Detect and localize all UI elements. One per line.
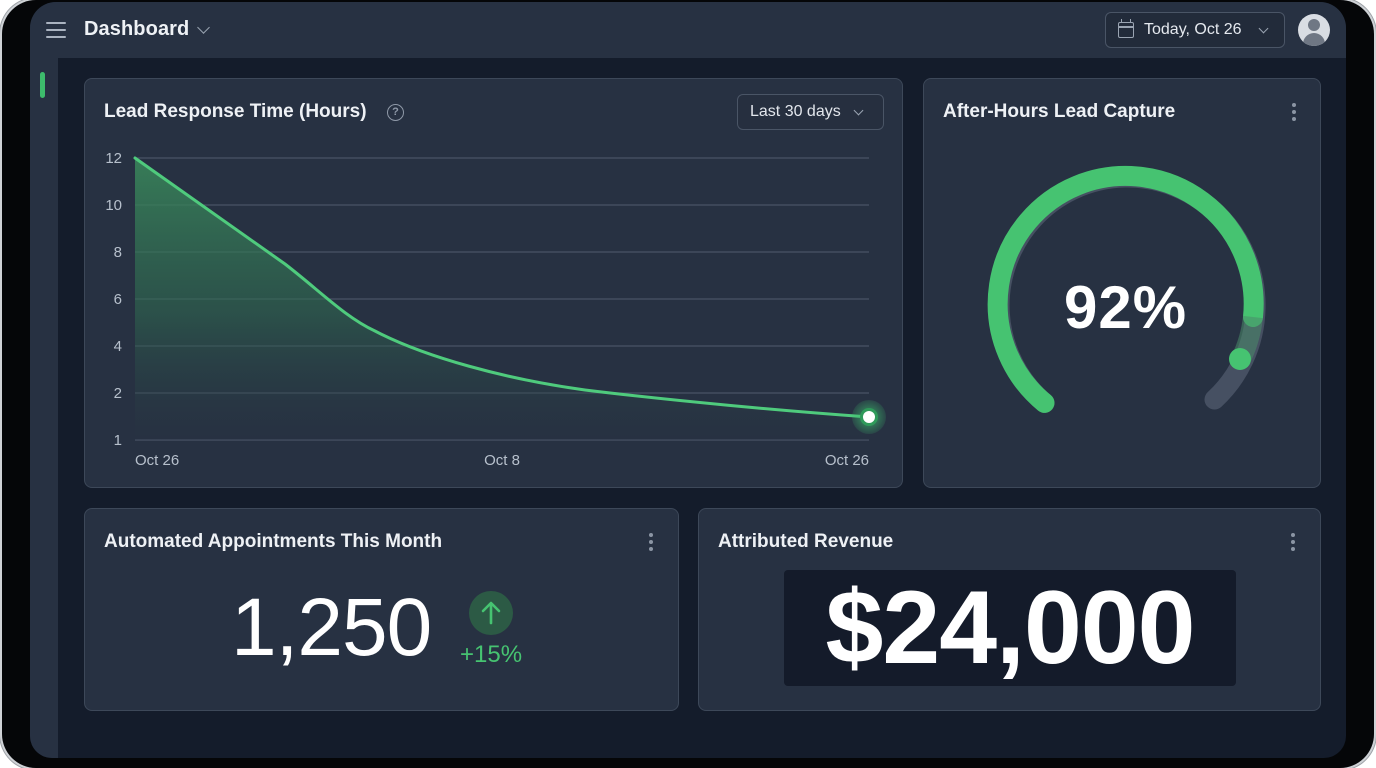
trend-up-icon <box>469 591 513 635</box>
y-axis-labels: 12 10 8 6 4 2 1 <box>105 150 122 449</box>
page-title: Dashboard <box>84 18 190 40</box>
lead-response-card: Lead Response Time (Hours) ? Last 30 day… <box>84 78 903 488</box>
card-title: Attributed Revenue <box>718 531 894 552</box>
chevron-down-icon <box>197 20 211 34</box>
revenue-highlight: $24,000 <box>784 570 1236 686</box>
svg-text:4: 4 <box>114 338 122 355</box>
trend-percentage: +15% <box>460 641 523 668</box>
range-label: Last 30 days <box>750 103 841 120</box>
series-line <box>133 156 871 419</box>
svg-text:Oct 26: Oct 26 <box>825 452 869 469</box>
gauge-value: 92% <box>1064 274 1188 341</box>
gauge-handle <box>1229 348 1251 370</box>
revenue-value: $24,000 <box>825 570 1196 686</box>
svg-text:10: 10 <box>105 197 122 214</box>
more-options-icon[interactable] <box>1288 103 1300 123</box>
line-area-chart: 12 10 8 6 4 2 1 Oct 26 Oct 8 Oct 26 <box>105 150 886 469</box>
revenue-card: Attributed Revenue $24,000 <box>698 508 1321 711</box>
gauge-fill <box>987 165 1264 413</box>
svg-text:Oct 26: Oct 26 <box>135 452 179 469</box>
date-picker[interactable]: Today, Oct 26 <box>1105 12 1285 48</box>
gauge-chart <box>987 165 1266 413</box>
card-title: Automated Appointments This Month <box>104 531 443 552</box>
chevron-down-icon <box>1258 23 1268 33</box>
date-range-select[interactable]: Last 30 days <box>737 94 884 130</box>
sidebar-active-indicator[interactable] <box>40 72 45 98</box>
app-screen: Dashboard Today, Oct 26 Lead Response Ti… <box>30 2 1346 758</box>
dashboard-switcher[interactable]: Dashboard <box>84 18 211 41</box>
top-bar: Dashboard Today, Oct 26 <box>30 2 1346 58</box>
hamburger-menu-icon[interactable] <box>46 22 66 38</box>
svg-text:12: 12 <box>105 150 122 167</box>
sidebar <box>30 58 58 758</box>
after-hours-card: After-Hours Lead Capture 92% <box>923 78 1321 488</box>
user-avatar-icon[interactable] <box>1298 14 1330 46</box>
svg-text:2: 2 <box>114 385 122 402</box>
more-options-icon[interactable] <box>645 533 657 553</box>
calendar-icon <box>1118 19 1134 38</box>
svg-text:Oct 8: Oct 8 <box>484 452 520 469</box>
date-label: Today, Oct 26 <box>1144 21 1242 38</box>
svg-text:8: 8 <box>114 244 122 261</box>
area-fill <box>135 158 869 440</box>
more-options-icon[interactable] <box>1287 533 1299 553</box>
card-title: After-Hours Lead Capture <box>943 101 1176 122</box>
help-icon[interactable]: ? <box>387 104 404 121</box>
svg-text:6: 6 <box>114 291 122 308</box>
x-axis-labels: Oct 26 Oct 8 Oct 26 <box>135 452 869 469</box>
card-title: Lead Response Time (Hours) <box>104 101 367 122</box>
svg-text:1: 1 <box>114 432 122 449</box>
appointments-value: 1,250 <box>231 582 432 673</box>
appointments-card: Automated Appointments This Month 1,250 … <box>84 508 679 711</box>
